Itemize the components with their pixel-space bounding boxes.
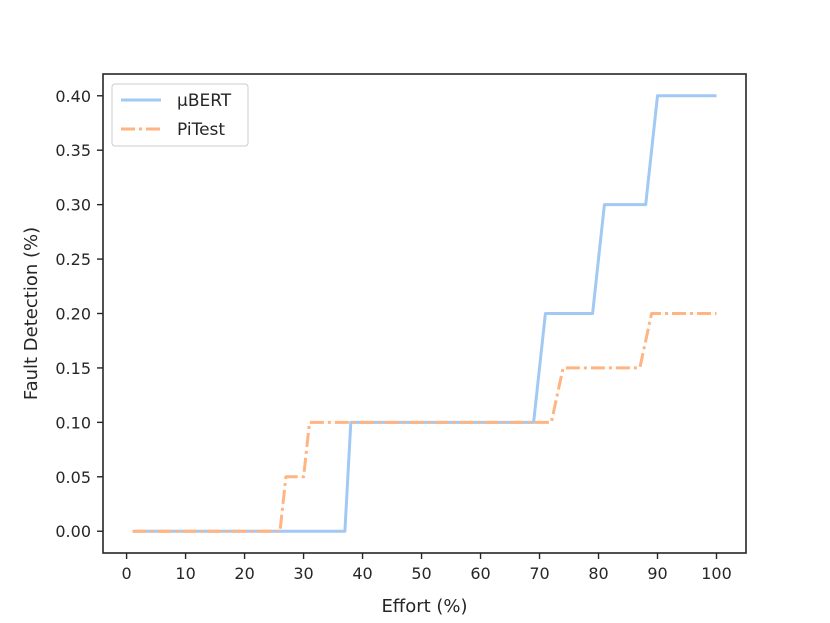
x-axis-title: Effort (%) — [381, 596, 467, 617]
legend: μBERT PiTest — [111, 83, 249, 147]
x-tick-label: 100 — [701, 564, 732, 583]
y-tick-label: 0.25 — [55, 250, 91, 269]
x-tick-label: 30 — [293, 564, 313, 583]
y-tick-label: 0.05 — [55, 468, 91, 487]
y-tick-label: 0.10 — [55, 413, 91, 432]
x-tick-label: 70 — [529, 564, 549, 583]
series-line-0 — [132, 94, 717, 533]
x-tick-label: 50 — [411, 564, 431, 583]
y-tick-label: 0.35 — [55, 141, 91, 160]
y-tick-label: 0.15 — [55, 359, 91, 378]
y-tick-label: 0.20 — [55, 305, 91, 324]
x-tick-label: 60 — [470, 564, 490, 583]
x-tick-label: 90 — [647, 564, 667, 583]
x-tick-label: 10 — [175, 564, 195, 583]
x-tick-label: 40 — [352, 564, 372, 583]
legend-label-pitest: PiTest — [177, 120, 225, 140]
y-tick-label: 0.30 — [55, 196, 91, 215]
x-tick-label: 0 — [122, 564, 132, 583]
x-tick-label: 20 — [234, 564, 254, 583]
series-layer — [132, 94, 717, 533]
y-axis-title: Fault Detection (%) — [21, 227, 42, 400]
x-tick-label: 80 — [588, 564, 608, 583]
y-tick-label: 0.40 — [55, 87, 91, 106]
ticks-layer: 0 10 20 30 40 50 60 70 80 90 100 0.00 0.05 0.10 0.15 0.… — [55, 87, 731, 583]
series-line-1 — [132, 312, 717, 533]
y-tick-label: 0.00 — [55, 522, 91, 541]
legend-label-mubert: μBERT — [177, 91, 232, 111]
